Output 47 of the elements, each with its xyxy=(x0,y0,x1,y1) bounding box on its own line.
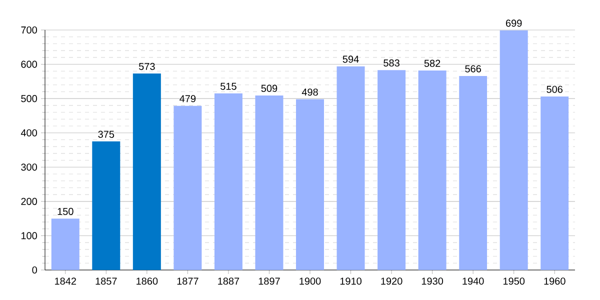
x-tick-label: 1920 xyxy=(381,278,402,285)
data-label: 506 xyxy=(546,86,563,93)
x-tick-label: 1930 xyxy=(422,278,444,285)
bar xyxy=(336,66,365,270)
data-label: 375 xyxy=(98,130,114,138)
bar xyxy=(51,218,80,270)
bar xyxy=(92,141,120,270)
x-tick-label: 1960 xyxy=(544,278,566,285)
bar xyxy=(540,96,569,270)
data-label: 498 xyxy=(302,88,318,96)
bar xyxy=(214,93,242,270)
data-label: 582 xyxy=(424,60,440,67)
data-label: 515 xyxy=(220,82,236,90)
x-tick-label: 1897 xyxy=(258,278,280,285)
x-tick-label: 1877 xyxy=(177,278,198,285)
y-tick-label: 600 xyxy=(21,60,37,68)
x-tick-label: 1910 xyxy=(340,278,362,285)
bar xyxy=(296,99,324,270)
y-tick-label: 400 xyxy=(20,129,37,136)
bar xyxy=(132,74,161,270)
y-tick-label: 0 xyxy=(32,266,38,274)
bar xyxy=(500,30,528,270)
data-label: 583 xyxy=(384,59,400,67)
data-label: 150 xyxy=(58,208,74,215)
x-tick-label: 1900 xyxy=(300,278,321,285)
bar xyxy=(174,106,202,270)
x-tick-label: 1887 xyxy=(218,278,240,285)
x-tick-label: 1950 xyxy=(503,278,525,285)
x-tick-label: 1940 xyxy=(462,278,484,285)
y-tick-label: 500 xyxy=(21,95,37,102)
y-tick-label: 100 xyxy=(21,232,37,240)
x-tick-label: 1860 xyxy=(136,278,158,285)
bar xyxy=(459,76,488,270)
y-tick-label: 300 xyxy=(21,164,37,171)
y-tick-label: 200 xyxy=(21,198,37,205)
x-tick-label: 1842 xyxy=(55,278,76,285)
data-label: 594 xyxy=(342,56,359,63)
data-label: 573 xyxy=(138,62,155,70)
data-label: 509 xyxy=(261,84,278,92)
bar xyxy=(255,95,284,270)
bar xyxy=(378,70,406,270)
x-tick-label: 1857 xyxy=(96,278,117,285)
data-label: 699 xyxy=(506,20,522,27)
data-label: 566 xyxy=(465,65,481,72)
data-label: 479 xyxy=(180,95,196,102)
bar xyxy=(418,70,446,270)
y-tick-label: 700 xyxy=(21,26,37,34)
